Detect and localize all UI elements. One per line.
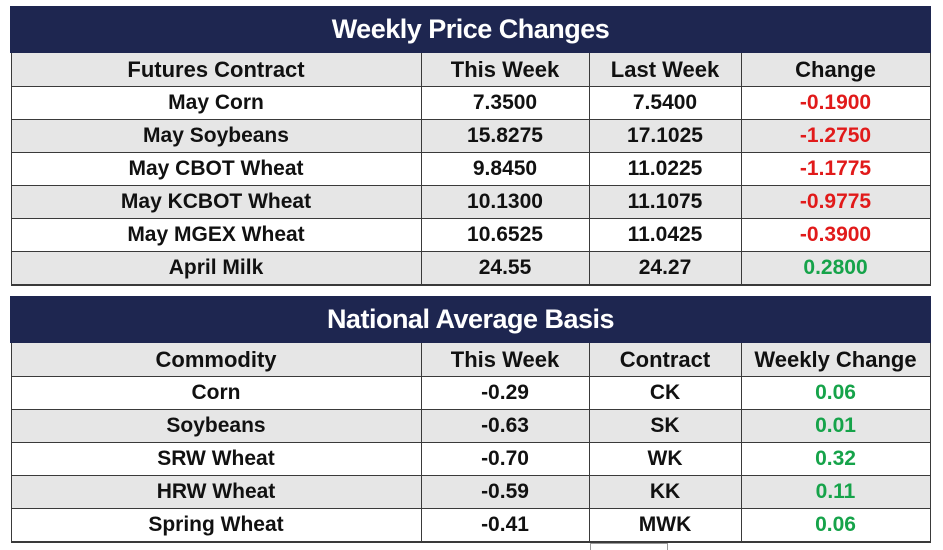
table-row: May MGEX Wheat 10.6525 11.0425 -0.3900 [10,218,931,252]
weekly-change-cell: 0.06 [740,508,931,543]
last-week-cell: 7.5400 [588,86,742,120]
table-row: May CBOT Wheat 9.8450 11.0225 -1.1775 [10,152,931,186]
change-cell: -0.1900 [740,86,931,120]
table-title-row: National Average Basis [10,296,931,343]
column-header-row: Futures Contract This Week Last Week Cha… [10,51,931,87]
table-row: Corn -0.29 CK 0.06 [10,376,931,410]
this-week-cell: -0.29 [420,376,590,410]
table-row: Soybeans -0.63 SK 0.01 [10,409,931,443]
change-cell: -0.9775 [740,185,931,219]
this-week-cell: 15.8275 [420,119,590,153]
col-header-contract: Contract [588,341,742,377]
national-average-basis-table: National Average Basis Commodity This We… [10,296,931,543]
weekly-change-cell: 0.01 [740,409,931,443]
national-average-basis-title: National Average Basis [10,296,931,343]
weekly-price-changes-title: Weekly Price Changes [9,6,932,53]
col-header-change: Change [740,51,931,87]
table-row: May Soybeans 15.8275 17.1025 -1.2750 [10,119,931,153]
col-header-this-week: This Week [420,341,590,377]
this-week-cell: 9.8450 [420,152,590,186]
contract-cell: May Corn [10,86,422,120]
table-row: Spring Wheat -0.41 MWK 0.06 [10,508,931,543]
this-week-cell: 10.1300 [420,185,590,219]
col-header-last-week: Last Week [588,51,742,87]
this-week-cell: 24.55 [420,251,590,286]
weekly-change-cell: 0.11 [740,475,931,509]
table-row: May KCBOT Wheat 10.1300 11.1075 -0.9775 [10,185,931,219]
contract-cell: May MGEX Wheat [10,218,422,252]
this-week-cell: 7.3500 [420,86,590,120]
weekly-change-cell: 0.32 [740,442,931,476]
contract-cell: KK [588,475,742,509]
col-header-weekly-change: Weekly Change [740,341,931,377]
contract-cell: April Milk [10,251,422,286]
last-week-cell: 17.1025 [588,119,742,153]
table-row: April Milk 24.55 24.27 0.2800 [10,251,931,286]
col-header-futures-contract: Futures Contract [10,51,422,87]
contract-cell: CK [588,376,742,410]
column-header-row: Commodity This Week Contract Weekly Chan… [10,341,931,377]
commodity-cell: HRW Wheat [10,475,422,509]
change-cell: -0.3900 [740,218,931,252]
this-week-cell: 10.6525 [420,218,590,252]
table-title-row: Weekly Price Changes [9,6,932,53]
last-week-cell: 11.1075 [588,185,742,219]
change-cell: -1.2750 [740,119,931,153]
contract-cell: May Soybeans [10,119,422,153]
this-week-cell: -0.63 [420,409,590,443]
this-week-cell: -0.70 [420,442,590,476]
table-row: HRW Wheat -0.59 KK 0.11 [10,475,931,509]
contract-cell: May KCBOT Wheat [10,185,422,219]
contract-cell: SK [588,409,742,443]
last-week-cell: 11.0225 [588,152,742,186]
change-cell: 0.2800 [740,251,931,286]
commodity-cell: Soybeans [10,409,422,443]
table-row: SRW Wheat -0.70 WK 0.32 [10,442,931,476]
this-week-cell: -0.59 [420,475,590,509]
last-week-cell: 11.0425 [588,218,742,252]
contract-cell: May CBOT Wheat [10,152,422,186]
col-header-commodity: Commodity [10,341,422,377]
weekly-change-cell: 0.06 [740,376,931,410]
change-cell: -1.1775 [740,152,931,186]
table-row: May Corn 7.3500 7.5400 -0.1900 [10,86,931,120]
last-week-cell: 24.27 [588,251,742,286]
commodity-cell: Corn [10,376,422,410]
weekly-price-changes-table: Weekly Price Changes Futures Contract Th… [9,6,932,286]
col-header-this-week: This Week [420,51,590,87]
this-week-cell: -0.41 [420,508,590,543]
contract-cell: MWK [588,508,742,543]
commodity-cell: Spring Wheat [10,508,422,543]
contract-cell: WK [588,442,742,476]
commodity-cell: SRW Wheat [10,442,422,476]
